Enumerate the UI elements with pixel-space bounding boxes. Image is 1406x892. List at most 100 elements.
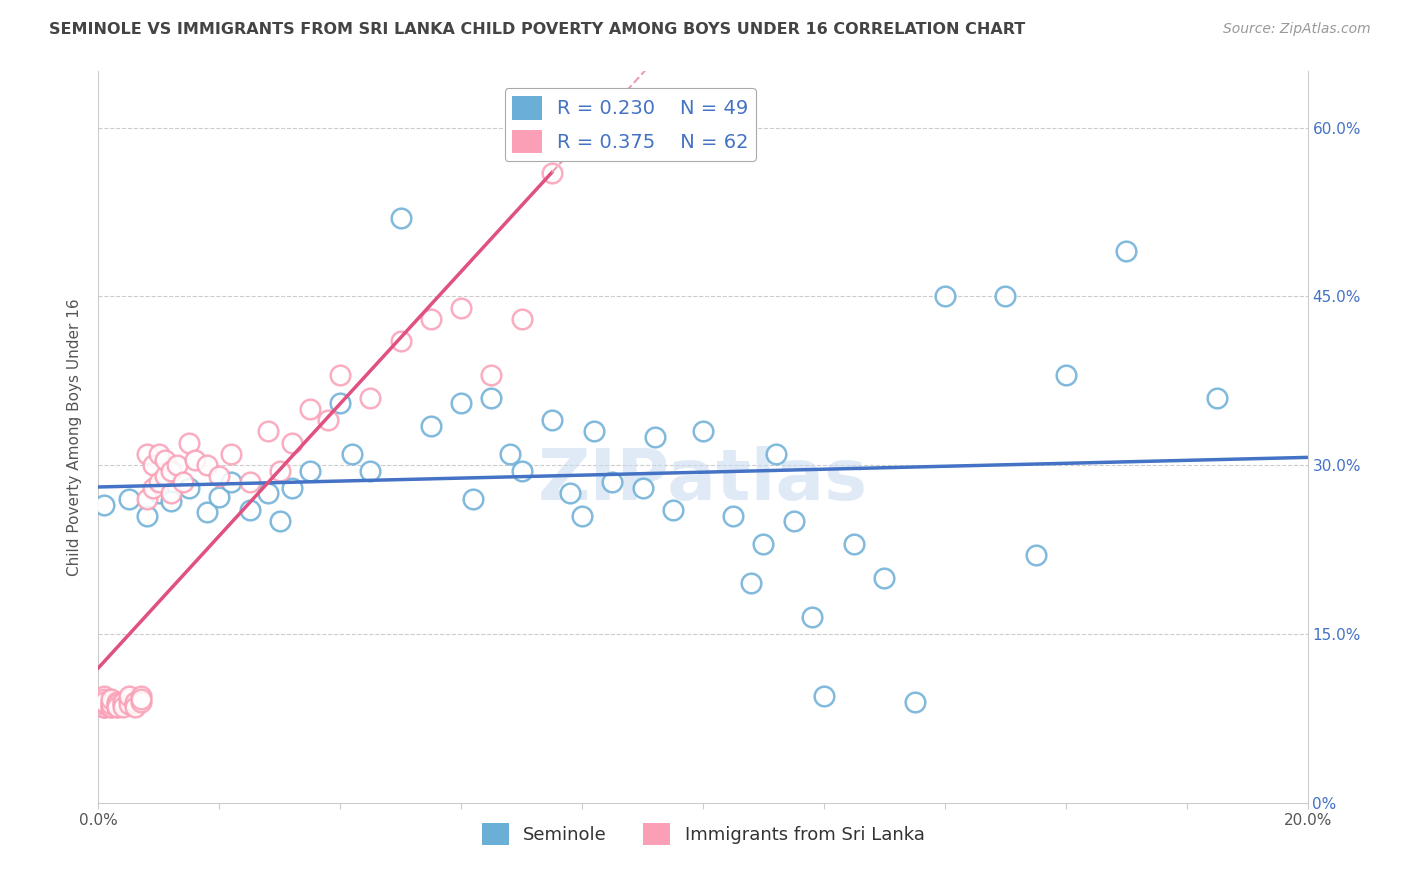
Point (93, 700, 115, 714)
Point (813, 689, 835, 703)
Point (420, 418, 443, 433)
Point (256, 486, 278, 500)
Text: SEMINOLE VS IMMIGRANTS FROM SRI LANKA CHILD POVERTY AMONG BOYS UNDER 16 CORRELAT: SEMINOLE VS IMMIGRANTS FROM SRI LANKA CH… (49, 22, 1025, 37)
Point (195, 458, 218, 473)
Point (124, 700, 146, 714)
Y-axis label: Child Poverty Among Boys Under 16: Child Poverty Among Boys Under 16 (67, 298, 83, 576)
Point (239, 475, 262, 489)
Point (934, 289, 956, 303)
Point (752, 537, 775, 551)
Point (93, 694, 115, 708)
Point (135, 447, 157, 461)
Point (93, 498, 115, 512)
Point (129, 689, 152, 703)
Point (105, 700, 128, 714)
Point (135, 491, 157, 506)
Point (135, 508, 157, 523)
Point (481, 368, 503, 383)
Text: ZIPatlas: ZIPatlas (538, 447, 868, 516)
Point (540, 413, 562, 427)
Point (299, 464, 322, 478)
Point (166, 458, 188, 473)
Point (221, 447, 243, 461)
Point (389, 334, 412, 349)
Point (281, 481, 304, 495)
Text: Source: ZipAtlas.com: Source: ZipAtlas.com (1223, 22, 1371, 37)
Point (558, 486, 581, 500)
Point (100, 694, 122, 708)
Point (740, 576, 762, 591)
Point (100, 697, 122, 711)
Point (118, 697, 141, 711)
Point (783, 515, 806, 529)
Point (148, 475, 170, 489)
Point (124, 697, 146, 711)
Point (93, 694, 115, 708)
Point (994, 289, 1017, 303)
Point (498, 447, 520, 461)
Point (644, 430, 666, 444)
Point (1115, 244, 1137, 259)
Point (256, 425, 278, 439)
Point (93, 689, 115, 703)
Point (631, 481, 654, 495)
Point (93, 700, 115, 714)
Point (179, 481, 201, 495)
Point (118, 689, 141, 703)
Point (281, 435, 304, 450)
Point (844, 537, 866, 551)
Point (148, 486, 170, 500)
Point (540, 166, 562, 180)
Point (765, 447, 787, 461)
Point (160, 464, 183, 478)
Point (160, 494, 183, 508)
Point (93, 694, 115, 708)
Point (800, 610, 823, 624)
Point (571, 508, 593, 523)
Point (873, 571, 896, 585)
Point (111, 697, 134, 711)
Point (692, 425, 714, 439)
Point (93, 692, 115, 706)
Point (329, 368, 352, 383)
Point (299, 401, 322, 416)
Point (1024, 548, 1046, 562)
Point (153, 452, 176, 467)
Point (723, 508, 745, 523)
Point (463, 491, 485, 506)
Point (450, 301, 472, 315)
Point (208, 490, 231, 504)
Point (1054, 368, 1077, 383)
Point (148, 447, 170, 461)
Point (316, 413, 339, 427)
Point (269, 515, 291, 529)
Point (661, 503, 683, 517)
Point (1206, 391, 1229, 405)
Point (100, 692, 122, 706)
Point (105, 694, 128, 708)
Point (111, 694, 134, 708)
Point (360, 391, 382, 405)
Point (105, 697, 128, 711)
Point (129, 692, 152, 706)
Point (160, 486, 183, 500)
Point (93, 697, 115, 711)
Point (342, 447, 364, 461)
Point (105, 700, 128, 714)
Point (118, 491, 141, 506)
Point (100, 700, 122, 714)
Point (420, 312, 443, 326)
Point (124, 694, 146, 708)
Point (195, 506, 218, 520)
Point (239, 503, 262, 517)
Point (602, 475, 624, 489)
Point (208, 469, 231, 483)
Point (93, 697, 115, 711)
Point (118, 692, 141, 706)
Point (269, 464, 291, 478)
Point (510, 312, 533, 326)
Point (360, 464, 382, 478)
Point (510, 464, 533, 478)
Legend: Seminole, Immigrants from Sri Lanka: Seminole, Immigrants from Sri Lanka (474, 816, 932, 852)
Point (329, 396, 352, 410)
